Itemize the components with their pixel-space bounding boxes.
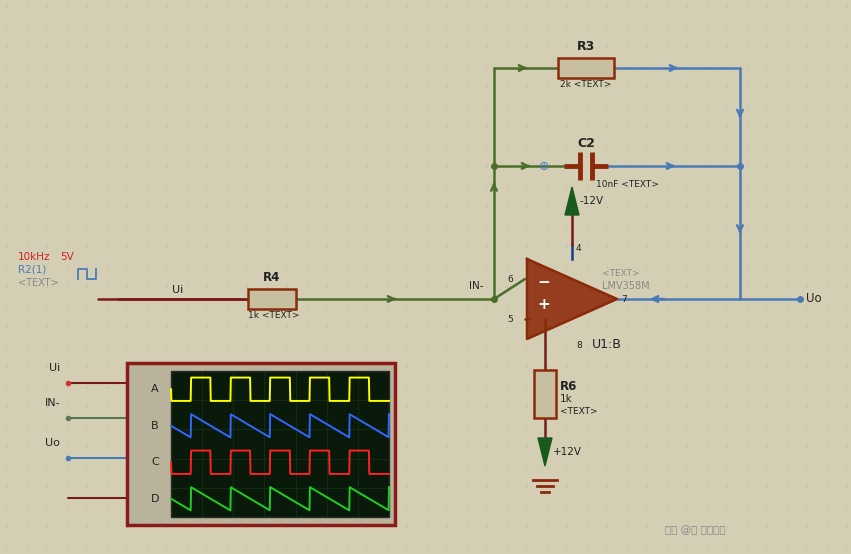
Bar bbox=[248, 289, 296, 309]
Text: D: D bbox=[151, 494, 159, 504]
Text: IN-: IN- bbox=[44, 398, 60, 408]
Text: R6: R6 bbox=[560, 379, 577, 392]
Text: 1k: 1k bbox=[560, 394, 573, 404]
Bar bbox=[171, 371, 389, 517]
Text: −: − bbox=[537, 275, 550, 290]
Bar bbox=[558, 58, 614, 78]
Text: R2(1): R2(1) bbox=[18, 265, 46, 275]
Text: ⊕: ⊕ bbox=[539, 160, 549, 172]
Text: B: B bbox=[151, 420, 159, 431]
Text: 5: 5 bbox=[507, 315, 513, 324]
Text: LMV358M: LMV358M bbox=[602, 281, 649, 291]
Polygon shape bbox=[527, 259, 617, 339]
Text: +12V: +12V bbox=[553, 447, 582, 457]
Text: <TEXT>: <TEXT> bbox=[602, 269, 640, 279]
Text: R4: R4 bbox=[263, 271, 281, 284]
Text: Uo: Uo bbox=[45, 438, 60, 448]
Text: 4: 4 bbox=[576, 244, 581, 253]
Text: 7: 7 bbox=[621, 295, 626, 304]
Text: 5V: 5V bbox=[60, 252, 74, 262]
Text: 6: 6 bbox=[507, 274, 513, 284]
Text: Uo: Uo bbox=[806, 293, 821, 305]
Text: -12V: -12V bbox=[580, 196, 604, 206]
Polygon shape bbox=[565, 187, 579, 215]
Text: C: C bbox=[151, 457, 159, 467]
Text: 8: 8 bbox=[576, 341, 582, 350]
Text: Ui: Ui bbox=[49, 363, 60, 373]
Bar bbox=[127, 363, 395, 525]
Text: Ui: Ui bbox=[173, 285, 184, 295]
Text: A: A bbox=[151, 384, 159, 394]
Text: C2: C2 bbox=[577, 137, 595, 150]
Text: 10nF <TEXT>: 10nF <TEXT> bbox=[596, 180, 659, 189]
Polygon shape bbox=[538, 438, 552, 466]
Text: 2k <TEXT>: 2k <TEXT> bbox=[560, 80, 611, 89]
Text: 1k <TEXT>: 1k <TEXT> bbox=[248, 311, 300, 320]
Text: <TEXT>: <TEXT> bbox=[560, 407, 597, 416]
Text: +: + bbox=[537, 297, 550, 312]
Text: IN-: IN- bbox=[470, 281, 484, 291]
Text: U1:B: U1:B bbox=[592, 337, 622, 351]
Text: <TEXT>: <TEXT> bbox=[18, 278, 59, 288]
Text: 10kHz: 10kHz bbox=[18, 252, 50, 262]
Bar bbox=[534, 370, 556, 418]
Text: R3: R3 bbox=[577, 40, 595, 53]
Text: 知乎 @某 工程院长: 知乎 @某 工程院长 bbox=[665, 525, 726, 535]
